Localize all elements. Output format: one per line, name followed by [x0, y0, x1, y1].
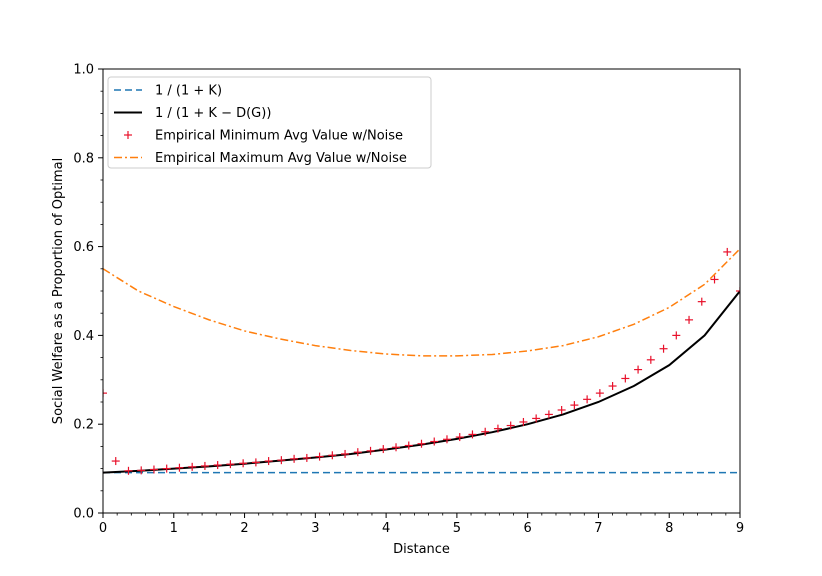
data-point-series-2: [341, 449, 350, 458]
x-tick-label: 1: [170, 521, 178, 536]
y-tick-label: 0.6: [73, 240, 94, 255]
data-point-series-2: [583, 395, 592, 404]
data-point-series-2: [710, 275, 719, 284]
x-axis-label: Distance: [393, 542, 450, 557]
data-point-series-2: [200, 461, 209, 470]
legend-marker: [124, 131, 132, 139]
legend-entry: 1 / (1 + K): [114, 84, 222, 99]
plot-area: [103, 247, 740, 475]
data-point-series-2: [103, 389, 107, 398]
legend-label: 1 / (1 + K): [155, 84, 222, 99]
data-point-series-2: [634, 365, 643, 374]
data-point-series-2: [264, 457, 273, 466]
x-tick-label: 9: [736, 521, 744, 536]
y-tick-label: 0.0: [73, 507, 94, 522]
legend: 1 / (1 + K) 1 / (1 + K − D(G)) Empirical M…: [107, 76, 432, 169]
legend-label: 1 / (1 + K − D(G)): [155, 106, 271, 121]
data-point-series-2: [404, 441, 413, 450]
data-point-series-2: [621, 374, 630, 383]
series-line-3: [103, 248, 740, 357]
x-tick-label: 7: [594, 521, 602, 536]
y-axis-label: Social Welfare as a Proportion of Optima…: [51, 158, 66, 424]
y-tick-label: 0.4: [73, 329, 94, 344]
y-tick-label: 1.0: [73, 63, 94, 78]
data-point-series-2: [595, 389, 604, 398]
data-point-series-2: [392, 443, 401, 452]
x-tick-label: 2: [240, 521, 248, 536]
data-point-series-2: [137, 466, 146, 475]
data-point-series-2: [188, 462, 197, 471]
data-point-series-2: [379, 445, 388, 454]
axes: 0 1 2 3 4 5 6 7 8 9 0.0 0.2 0.4 0.6 0.8 1.0: [73, 63, 744, 537]
data-point-series-2: [239, 459, 248, 468]
data-point-series-2: [366, 446, 375, 455]
data-point-series-2: [111, 457, 120, 466]
data-point-series-2: [353, 448, 362, 457]
data-point-series-2: [226, 460, 235, 469]
data-point-series-2: [290, 454, 299, 463]
data-point-series-2: [646, 355, 655, 364]
data-point-series-2: [442, 435, 451, 444]
data-point-series-2: [213, 461, 222, 470]
y-tick-label: 0.2: [73, 418, 94, 433]
data-point-series-2: [672, 331, 681, 340]
x-tick-label: 8: [665, 521, 673, 536]
x-tick-label: 5: [453, 521, 461, 536]
data-point-series-2: [124, 466, 133, 475]
data-point-series-2: [302, 453, 311, 462]
data-point-series-2: [162, 464, 171, 473]
data-point-series-2: [608, 382, 617, 391]
data-point-series-2: [493, 424, 502, 433]
data-point-series-2: [570, 401, 579, 410]
data-point-series-2: [557, 405, 566, 414]
y-tick-label: 0.8: [73, 151, 94, 166]
legend-label: Empirical Minimum Avg Value w/Noise: [155, 129, 403, 144]
legend-entry: Empirical Minimum Avg Value w/Noise: [124, 129, 403, 144]
data-point-series-2: [685, 315, 694, 324]
x-tick-label: 0: [99, 521, 107, 536]
data-point-series-2: [468, 430, 477, 439]
data-point-series-2: [277, 456, 286, 465]
x-tick-label: 4: [382, 521, 390, 536]
data-point-series-2: [506, 421, 515, 430]
data-point-series-2: [544, 410, 553, 419]
x-tick-label: 6: [524, 521, 532, 536]
data-point-series-2: [328, 451, 337, 460]
legend-entry: Empirical Maximum Avg Value w/Noise: [114, 151, 407, 166]
legend-box: [107, 76, 432, 169]
data-point-series-2: [175, 463, 184, 472]
data-point-series-2: [481, 427, 490, 436]
data-point-series-2: [519, 417, 528, 426]
data-point-series-2: [659, 344, 668, 353]
data-point-series-2: [149, 465, 158, 474]
data-point-series-2: [736, 287, 740, 295]
data-point-series-2: [315, 452, 324, 461]
data-point-series-2: [455, 433, 464, 442]
data-point-series-2: [532, 414, 541, 423]
data-point-series-2: [430, 437, 439, 446]
x-tick-label: 3: [311, 521, 319, 536]
legend-entry: 1 / (1 + K − D(G)): [114, 106, 271, 121]
data-point-series-2: [697, 297, 706, 306]
data-point-series-2: [251, 458, 260, 467]
data-point-series-2: [417, 439, 426, 448]
data-point-series-2: [723, 247, 732, 256]
legend-label: Empirical Maximum Avg Value w/Noise: [155, 151, 407, 166]
